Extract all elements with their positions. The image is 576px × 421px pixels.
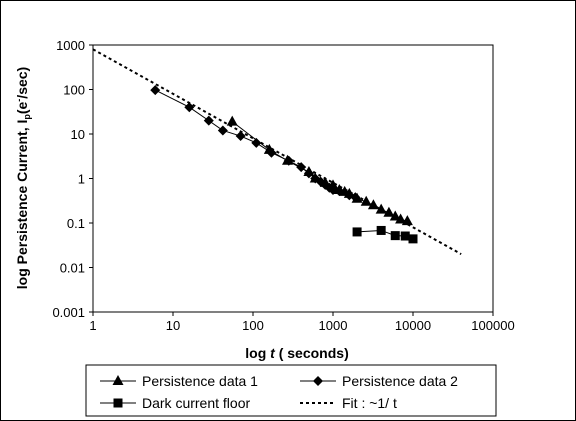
data-point-persistence-data-2 bbox=[266, 147, 277, 158]
y-tick-label: 0.01 bbox=[60, 261, 85, 276]
data-point-persistence-data-2 bbox=[350, 192, 361, 203]
legend-marker-persistence-data-2 bbox=[313, 376, 323, 386]
data-point-dark-current-floor bbox=[352, 227, 362, 237]
data-point-persistence-data-1 bbox=[226, 115, 238, 126]
x-axis-title-prefix: log bbox=[245, 345, 270, 361]
data-point-persistence-data-2 bbox=[283, 155, 294, 166]
data-point-persistence-data-1 bbox=[383, 206, 395, 217]
data-point-persistence-data-2 bbox=[235, 131, 246, 142]
tick-labels: 1 10 100 1000 10000 100000 0.001 0.01 0.1 1 10 100 1… bbox=[52, 38, 514, 333]
legend-label-dark-current-floor: Dark current floor bbox=[142, 395, 250, 411]
data-point-persistence-data-2 bbox=[251, 137, 262, 148]
series-line-fit-1-t bbox=[92, 48, 462, 255]
data-point-persistence-data-2 bbox=[303, 168, 314, 179]
y-tick-label: 0.001 bbox=[52, 305, 85, 320]
y-tick-label: 1 bbox=[78, 172, 85, 187]
data-point-persistence-data-2 bbox=[334, 186, 345, 197]
legend-box bbox=[85, 364, 497, 417]
y-axis-title-unit-open: (e bbox=[14, 101, 30, 114]
x-tick-label: 1000 bbox=[319, 318, 348, 333]
legend-label-persistence-data-2: Persistence data 2 bbox=[342, 373, 458, 389]
y-tick-label: 0.1 bbox=[67, 216, 85, 231]
data-point-persistence-data-2 bbox=[150, 85, 161, 96]
x-tick-label: 100000 bbox=[471, 318, 514, 333]
axes bbox=[89, 44, 494, 316]
data-point-dark-current-floor bbox=[400, 231, 410, 241]
x-tick-label: 10 bbox=[166, 318, 180, 333]
x-axis-title-suffix: ( seconds) bbox=[275, 345, 349, 361]
legend-marker-persistence-data-1 bbox=[112, 375, 124, 385]
data-point-dark-current-floor bbox=[376, 225, 386, 235]
legend-label-fit-1-t: Fit : ~1/ t bbox=[342, 395, 397, 411]
y-axis-title-sup: - bbox=[14, 99, 24, 102]
data-point-dark-current-floor bbox=[408, 234, 418, 244]
y-tick-label: 10 bbox=[71, 127, 85, 142]
y-tick-label: 1000 bbox=[56, 38, 85, 53]
data-point-persistence-data-2 bbox=[184, 102, 195, 113]
y-tick-label: 100 bbox=[63, 83, 85, 98]
x-tick-label: 10000 bbox=[395, 318, 431, 333]
plot-area bbox=[92, 44, 494, 313]
y-axis-title: log Persistence Current, Ip(e-/sec) bbox=[14, 67, 32, 289]
x-axis-title-symbol: t bbox=[270, 345, 276, 361]
data-point-dark-current-floor bbox=[390, 231, 400, 241]
x-tick-label: 100 bbox=[242, 318, 264, 333]
legend-label-persistence-data-1: Persistence data 1 bbox=[142, 373, 258, 389]
legend: Persistence data 1 Persistence data 2 Dark… bbox=[85, 364, 497, 417]
y-axis-title-main: log Persistence Current, I bbox=[14, 120, 30, 290]
x-tick-label: 1 bbox=[89, 318, 96, 333]
data-point-persistence-data-2 bbox=[328, 185, 338, 196]
legend-marker-dark-current-floor bbox=[113, 398, 123, 408]
y-axis-title-unit-close: /sec) bbox=[14, 67, 30, 99]
data-point-persistence-data-2 bbox=[217, 125, 228, 136]
series-layer bbox=[92, 48, 462, 255]
y-axis-title-sub: p bbox=[22, 114, 32, 120]
x-axis-title: log t ( seconds) bbox=[245, 345, 348, 361]
legend-items: Persistence data 1 Persistence data 2 Dark… bbox=[100, 373, 458, 411]
data-point-persistence-data-2 bbox=[203, 115, 214, 126]
